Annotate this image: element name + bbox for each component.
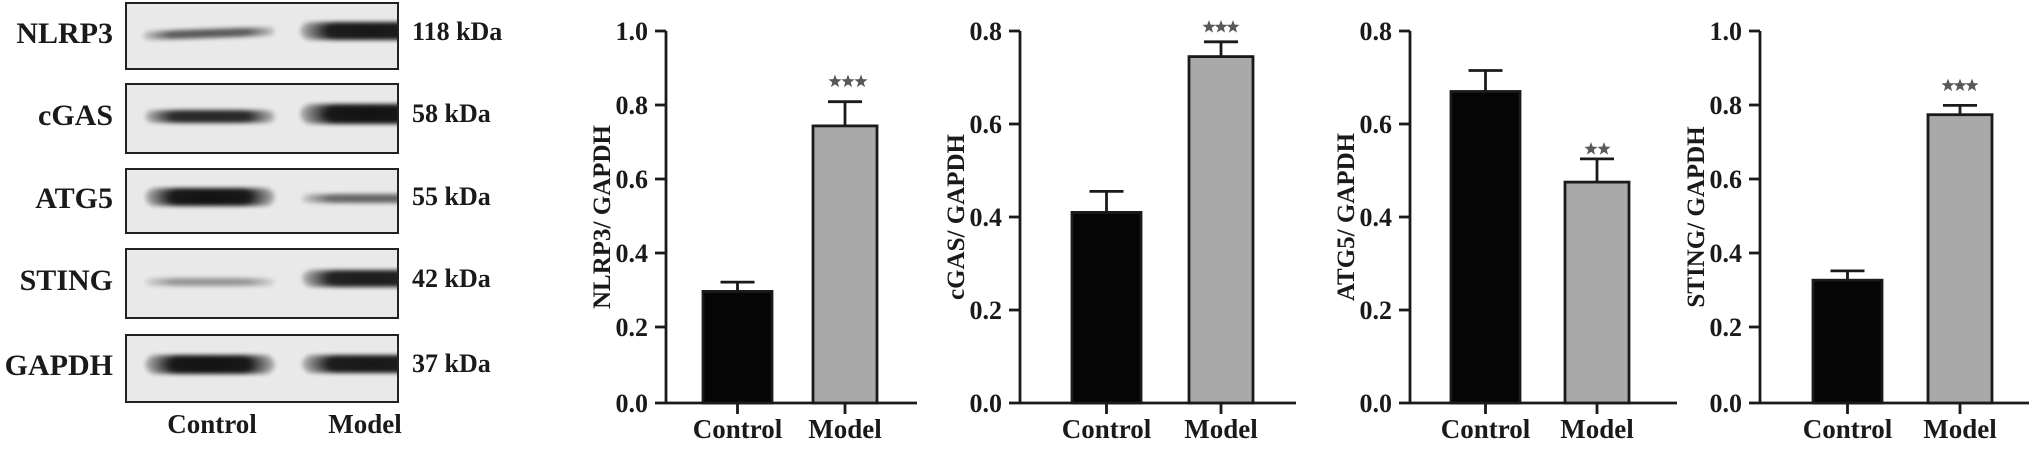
svg-text:0.0: 0.0 <box>616 389 649 418</box>
svg-text:Model: Model <box>1560 414 1634 444</box>
svg-text:0.6: 0.6 <box>616 165 649 194</box>
svg-text:0.2: 0.2 <box>1710 313 1743 342</box>
svg-text:cGAS/ GAPDH: cGAS/ GAPDH <box>943 133 970 300</box>
svg-text:Control: Control <box>1062 414 1152 444</box>
svg-text:0.6: 0.6 <box>1710 165 1743 194</box>
svg-text:Model: Model <box>1184 414 1258 444</box>
svg-text:0.0: 0.0 <box>970 389 1003 418</box>
svg-text:Model: Model <box>1923 414 1997 444</box>
svg-text:0.8: 0.8 <box>616 91 649 120</box>
svg-text:Control: Control <box>693 414 783 444</box>
svg-text:Control: Control <box>1803 414 1893 444</box>
svg-text:0.4: 0.4 <box>1710 239 1743 268</box>
svg-text:ATG5/ GAPDH: ATG5/ GAPDH <box>1333 132 1360 301</box>
svg-text:0.4: 0.4 <box>1360 203 1393 232</box>
svg-text:NLRP3/ GAPDH: NLRP3/ GAPDH <box>589 124 616 309</box>
svg-text:0.8: 0.8 <box>970 17 1003 46</box>
svg-text:0.2: 0.2 <box>970 296 1003 325</box>
svg-text:0.8: 0.8 <box>1710 91 1743 120</box>
svg-text:0.0: 0.0 <box>1360 389 1393 418</box>
svg-text:0.8: 0.8 <box>1360 17 1393 46</box>
svg-text:0.6: 0.6 <box>970 110 1003 139</box>
svg-text:Control: Control <box>1441 414 1531 444</box>
svg-text:Model: Model <box>808 414 882 444</box>
svg-text:0.6: 0.6 <box>1360 110 1393 139</box>
svg-text:0.0: 0.0 <box>1710 389 1743 418</box>
svg-text:1.0: 1.0 <box>1710 17 1743 46</box>
svg-text:0.4: 0.4 <box>616 239 649 268</box>
svg-text:1.0: 1.0 <box>616 17 649 46</box>
svg-text:0.2: 0.2 <box>1360 296 1393 325</box>
svg-text:0.2: 0.2 <box>616 313 649 342</box>
svg-text:0.4: 0.4 <box>970 203 1003 232</box>
svg-text:STING/ GAPDH: STING/ GAPDH <box>1683 126 1710 308</box>
